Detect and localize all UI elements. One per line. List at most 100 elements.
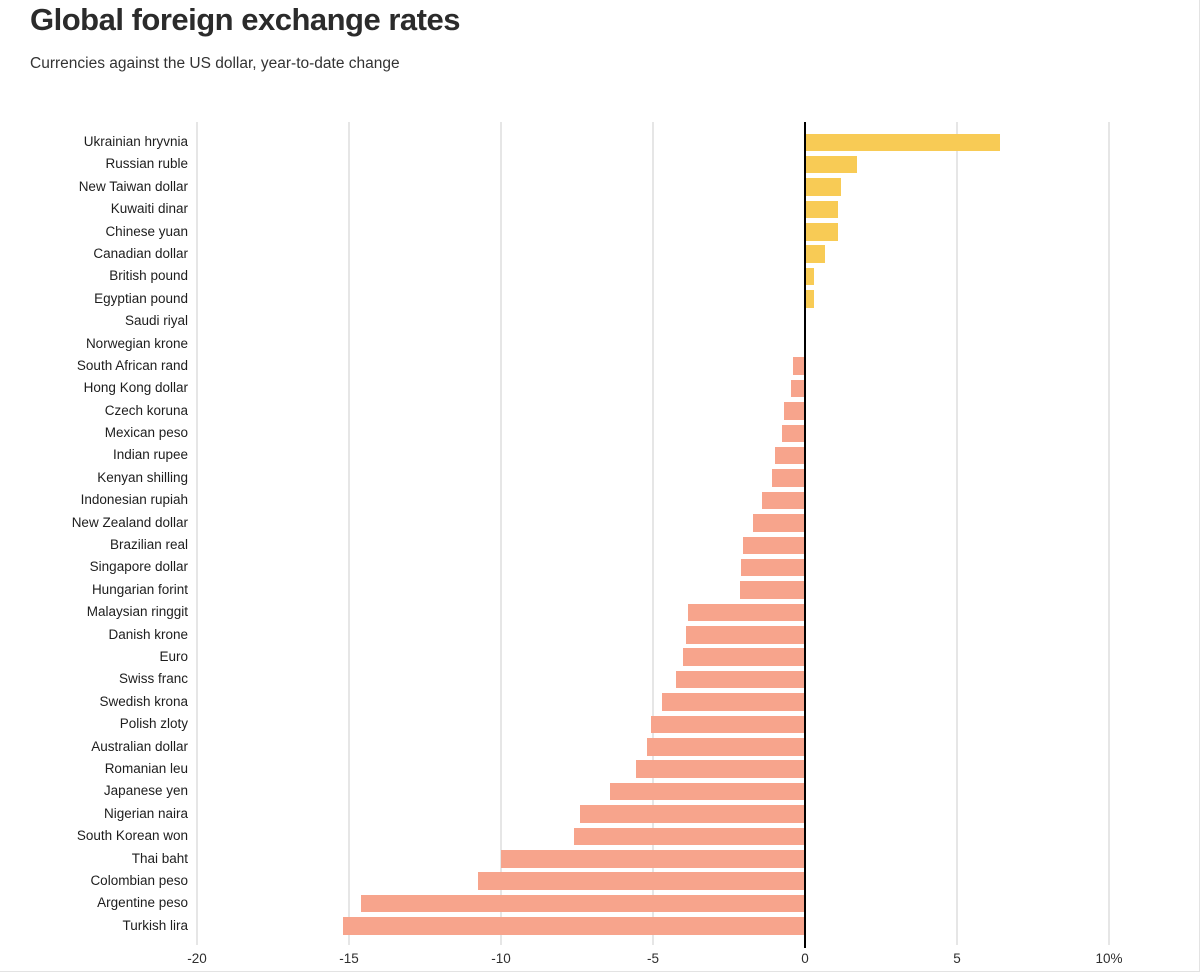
value-bar [580, 805, 805, 823]
value-bar [646, 738, 805, 756]
value-bar [804, 133, 1000, 151]
value-bar [804, 200, 839, 219]
gridline [956, 122, 958, 945]
category-label: Egyptian pound [94, 290, 188, 306]
category-label: Czech koruna [104, 402, 188, 418]
bar-row: Kuwaiti dinar [111, 198, 1109, 220]
category-label: Brazilian real [109, 537, 188, 553]
category-label: Danish krone [108, 626, 188, 642]
gridline [196, 122, 198, 945]
bar-row: South African rand [77, 355, 1109, 377]
category-label: Mexican peso [104, 425, 188, 441]
category-label: Kuwaiti dinar [110, 201, 188, 217]
value-bar [792, 357, 805, 375]
value-bar [753, 514, 805, 532]
category-label: Hong Kong dollar [83, 380, 188, 396]
value-bar [804, 155, 857, 174]
bar-row: British pound [109, 265, 1109, 287]
category-label: Russian ruble [105, 156, 188, 172]
bar-row: Czech koruna [105, 400, 1109, 422]
bar-row: Danish krone [108, 624, 1109, 646]
bar-row: Brazilian real [110, 534, 1109, 556]
category-label: Euro [159, 648, 188, 664]
bar-row: New Zealand dollar [72, 512, 1109, 534]
bar-row: Swedish krona [99, 691, 1109, 713]
bar-row: Chinese yuan [105, 221, 1109, 243]
bar-row: South Korean won [77, 825, 1109, 847]
value-bar [610, 782, 805, 801]
bar-row: Japanese yen [104, 780, 1109, 802]
bar-row: Mexican peso [105, 422, 1109, 444]
bar-row: Euro [159, 646, 1109, 668]
category-label: Malaysian ringgit [86, 604, 188, 620]
category-label: Swedish krona [99, 693, 188, 709]
category-label: Canadian dollar [93, 245, 188, 261]
value-bar [573, 827, 805, 846]
value-bar [782, 424, 805, 443]
value-bar [804, 290, 815, 308]
bar-row: Egyptian pound [94, 288, 1109, 310]
gridline [500, 122, 502, 945]
category-label: Argentine peso [97, 895, 188, 911]
category-label: Turkish lira [122, 917, 188, 933]
value-bar [791, 379, 805, 398]
category-label: Nigerian naira [103, 805, 188, 821]
bar-row: Saudi riyal [125, 310, 1109, 332]
bar-row: Turkish lira [122, 915, 1109, 937]
value-bar [741, 558, 805, 577]
value-bar [739, 581, 805, 599]
x-tick-label: 0 [801, 951, 809, 966]
category-label: Thai baht [131, 850, 188, 866]
category-label: Kenyan shilling [97, 469, 188, 485]
category-label: Ukrainian hryvnia [83, 134, 188, 149]
category-label: Australian dollar [91, 738, 188, 754]
category-label: New Zealand dollar [71, 514, 188, 530]
zero-axis-line [803, 122, 806, 948]
category-label: Romanian leu [104, 760, 188, 776]
category-label: Saudi riyal [124, 313, 188, 329]
x-tick-label: -10 [491, 951, 511, 966]
bar-row: Hungarian forint [92, 579, 1109, 601]
value-bar [675, 670, 805, 689]
value-bar [500, 850, 805, 868]
bar-row: Canadian dollar [93, 243, 1109, 265]
value-bar [804, 223, 839, 241]
bar-row: Nigerian naira [104, 803, 1109, 825]
category-label: Indian rupee [112, 447, 188, 463]
category-label: Polish zloty [119, 716, 188, 732]
category-label: Colombian peso [90, 872, 188, 888]
value-bar [804, 178, 842, 196]
bar-row: Singapore dollar [90, 556, 1109, 578]
value-bar [804, 267, 815, 286]
value-bar [361, 894, 805, 913]
value-bar [478, 872, 805, 890]
category-label: Japanese yen [103, 783, 188, 799]
value-bar [783, 402, 805, 420]
bar-row: Ukrainian hryvnia [84, 131, 1109, 153]
category-label: Indonesian rupiah [80, 492, 188, 508]
chart-subtitle: Currencies against the US dollar, year-t… [30, 55, 400, 72]
category-label: Hungarian forint [91, 581, 188, 597]
bar-row: Australian dollar [91, 736, 1109, 758]
bar-row: Malaysian ringgit [87, 601, 1109, 623]
category-label: South Korean won [76, 828, 188, 844]
bar-row: Norwegian krone [86, 333, 1109, 355]
category-label: Chinese yuan [105, 223, 188, 239]
x-tick-label: -20 [187, 951, 207, 966]
category-label: South African rand [76, 357, 188, 373]
x-tick-label: 5 [953, 951, 961, 966]
bar-row: Hong Kong dollar [84, 377, 1109, 399]
value-bar [687, 603, 805, 622]
chart-title: Global foreign exchange rates [30, 2, 460, 37]
value-bar [342, 917, 805, 935]
plot-area: -20 -15 -10 -5 0 5 10% Ukrainian hryvnia Russian… [72, 122, 1123, 966]
bar-row: Swiss franc [119, 668, 1109, 690]
bar-row: Argentine peso [97, 892, 1109, 914]
gridline [652, 122, 654, 945]
value-bar [804, 245, 825, 263]
bar-row: Kenyan shilling [97, 467, 1109, 489]
category-label: British pound [109, 268, 188, 284]
value-bar [762, 491, 805, 510]
bar-row: Thai baht [132, 848, 1109, 870]
